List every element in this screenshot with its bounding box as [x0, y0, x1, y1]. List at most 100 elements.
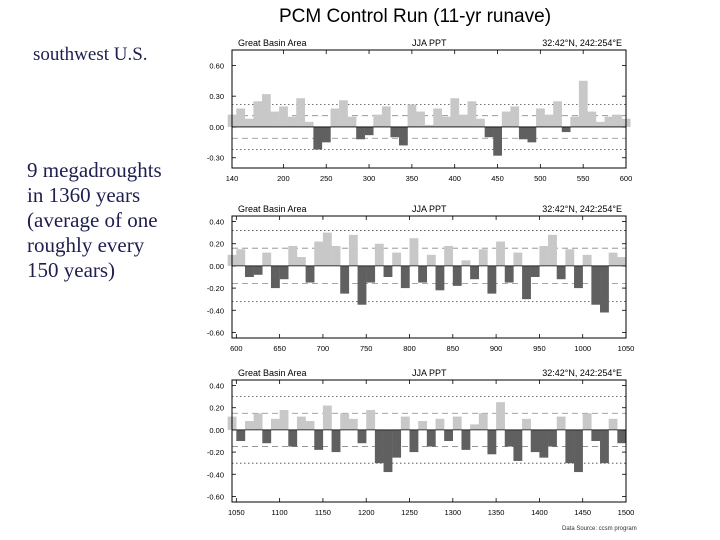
y-tick-label: 0.20 [209, 404, 224, 413]
data-bar [426, 429, 436, 447]
data-bar [496, 241, 505, 266]
panel-header-region: Great Basin Area [238, 368, 307, 378]
data-bar [478, 249, 488, 266]
x-tick-label: 1100 [272, 508, 288, 517]
data-bar [348, 418, 358, 430]
data-bar [570, 116, 580, 127]
x-tick-label: 350 [406, 174, 419, 183]
y-tick-label: 0.00 [209, 426, 224, 435]
data-bar [409, 238, 419, 266]
x-tick-label: 700 [317, 344, 330, 353]
data-bar [304, 121, 314, 127]
data-bar [244, 118, 254, 127]
data-bar [548, 429, 557, 447]
panel-header-variable: JJA PPT [412, 204, 447, 214]
data-bar [305, 421, 315, 430]
data-bar [390, 126, 400, 138]
data-bar [574, 265, 583, 289]
data-bar [544, 114, 554, 127]
data-bar [600, 265, 609, 313]
data-bar [236, 108, 246, 127]
data-bar [418, 421, 428, 430]
x-tick-label: 600 [620, 174, 633, 183]
data-bar [400, 265, 410, 289]
data-bar [608, 418, 618, 430]
data-bar [513, 252, 523, 266]
data-bar [553, 101, 562, 127]
data-source-footer: Data Source: ccsm program [562, 526, 637, 532]
data-bar [305, 265, 315, 283]
data-bar [321, 126, 331, 143]
data-bar [578, 80, 588, 127]
data-bar [279, 265, 289, 280]
panel-frame [231, 49, 627, 169]
x-tick-label: 400 [448, 174, 461, 183]
data-bar [504, 429, 514, 447]
data-bar [418, 265, 428, 283]
data-bar [484, 126, 494, 138]
data-bar [400, 416, 410, 430]
data-bar [356, 126, 365, 140]
data-bar [383, 429, 393, 473]
data-bar [487, 429, 497, 455]
data-bar [556, 265, 566, 280]
data-bar [262, 252, 272, 266]
data-bar [587, 111, 597, 127]
panel-header-coords: 32:42°N, 242:254°E [542, 368, 622, 378]
x-tick-label: 1200 [358, 508, 375, 517]
data-bar [288, 245, 298, 266]
data-bar [236, 429, 246, 441]
data-bar [314, 429, 324, 450]
data-bar [536, 108, 545, 127]
data-bar [582, 413, 592, 430]
data-bar [548, 234, 557, 266]
x-tick-label: 200 [277, 174, 290, 183]
panel-header-variable: JJA PPT [412, 38, 447, 48]
data-bar [574, 429, 583, 473]
panel-frame [231, 215, 627, 339]
description-line: 150 years) [27, 258, 116, 282]
data-bar [374, 243, 384, 266]
data-bar [596, 121, 605, 127]
x-tick-label: 140 [226, 174, 239, 183]
data-bar [458, 114, 468, 127]
x-tick-label: 1000 [574, 344, 591, 353]
description-text: 9 megadroughts in 1360 years (average of… [27, 158, 197, 283]
data-bar [296, 416, 306, 430]
data-bar [501, 111, 511, 127]
data-bar [470, 424, 479, 430]
data-bar [409, 429, 419, 453]
data-bar [539, 429, 549, 458]
chart-title: PCM Control Run (11-yr runave) [278, 6, 552, 27]
data-bar [357, 265, 367, 305]
data-bar [444, 245, 454, 266]
region-label: southwest U.S. [33, 44, 148, 65]
data-bar [322, 405, 332, 430]
data-bar [416, 111, 425, 127]
data-bar [261, 94, 271, 127]
x-tick-label: 1450 [574, 508, 591, 517]
data-bar [364, 126, 374, 136]
data-bar [539, 245, 549, 266]
data-bar [340, 265, 350, 294]
y-tick-label: -0.40 [207, 306, 224, 315]
data-bar [253, 265, 263, 275]
x-tick-label: 950 [533, 344, 546, 353]
data-bar [608, 252, 618, 266]
data-bar [366, 265, 376, 283]
panel-frame [231, 379, 627, 503]
data-bar [373, 114, 383, 127]
data-bar [452, 265, 462, 286]
data-bar [435, 418, 445, 430]
x-tick-label: 1050 [228, 508, 245, 517]
data-bar [348, 234, 358, 266]
data-bar [253, 413, 263, 430]
data-bar [561, 126, 571, 133]
data-bar [600, 429, 609, 464]
x-tick-label: 500 [534, 174, 547, 183]
data-bar [450, 98, 460, 127]
panel-header-variable: JJA PPT [412, 368, 447, 378]
data-bar [556, 416, 566, 430]
x-tick-label: 650 [273, 344, 286, 353]
